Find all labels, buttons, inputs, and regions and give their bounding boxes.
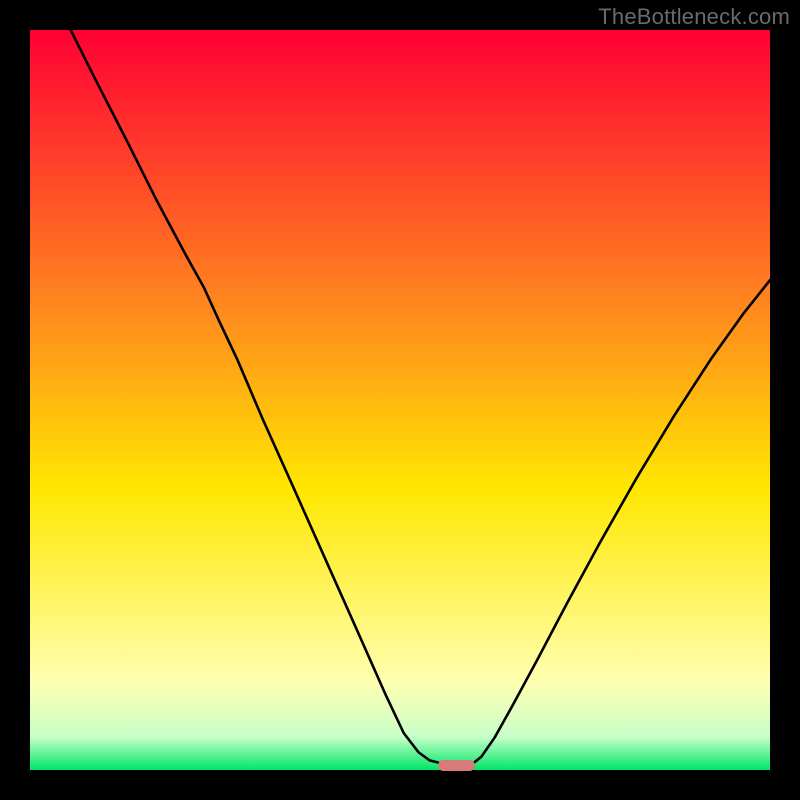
- plot-area: [30, 30, 770, 770]
- chart-frame: TheBottleneck.com: [0, 0, 800, 800]
- bottleneck-marker: [438, 760, 475, 772]
- plot-svg: [30, 30, 770, 770]
- watermark-text: TheBottleneck.com: [598, 4, 790, 30]
- gradient-background: [30, 30, 770, 770]
